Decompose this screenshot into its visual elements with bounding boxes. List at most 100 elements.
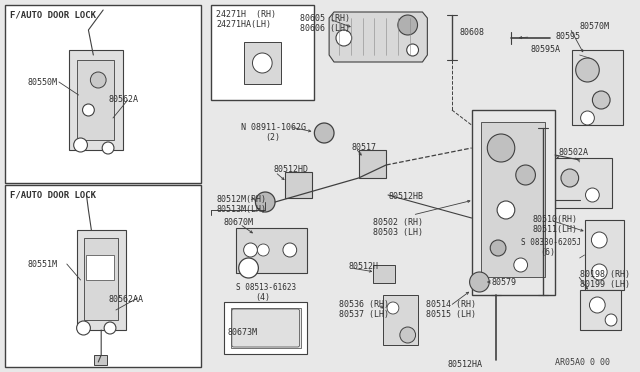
Circle shape: [398, 15, 417, 35]
Text: (2): (2): [265, 133, 280, 142]
Text: 80512H: 80512H: [349, 262, 379, 271]
Bar: [244, 42, 281, 84]
Circle shape: [586, 188, 599, 202]
Text: 24271HA(LH): 24271HA(LH): [216, 20, 271, 29]
Text: 80510(RH): 80510(RH): [532, 215, 577, 224]
Text: 80512M(RH): 80512M(RH): [216, 195, 266, 204]
Circle shape: [561, 169, 579, 187]
Bar: [77, 230, 125, 330]
Text: 80562AA: 80562AA: [108, 295, 143, 304]
Circle shape: [591, 264, 607, 280]
Circle shape: [387, 302, 399, 314]
Bar: [236, 228, 307, 273]
Text: 80514 (RH): 80514 (RH): [426, 300, 476, 309]
Text: 80606 (LH): 80606 (LH): [300, 24, 349, 33]
Text: 80608: 80608: [460, 28, 484, 37]
Text: 80579: 80579: [492, 278, 516, 287]
Circle shape: [400, 327, 415, 343]
Text: 80595: 80595: [555, 32, 580, 41]
Circle shape: [591, 232, 607, 248]
Circle shape: [487, 134, 515, 162]
Bar: [94, 355, 107, 365]
Circle shape: [77, 321, 90, 335]
Bar: [211, 5, 314, 100]
Text: 80551M: 80551M: [28, 260, 58, 269]
Text: 80512HB: 80512HB: [388, 192, 423, 201]
Text: 80537 (LH): 80537 (LH): [339, 310, 389, 319]
Text: 80503 (LH): 80503 (LH): [373, 228, 423, 237]
Text: 80511(LH): 80511(LH): [532, 225, 577, 234]
Bar: [224, 302, 307, 354]
Text: 80570M: 80570M: [580, 22, 610, 31]
Circle shape: [407, 44, 419, 56]
FancyBboxPatch shape: [232, 309, 300, 347]
Circle shape: [514, 258, 527, 272]
Text: 80512HA: 80512HA: [447, 360, 482, 369]
Bar: [481, 122, 545, 277]
Bar: [555, 158, 612, 208]
Bar: [383, 295, 417, 345]
Text: N 08911-1062G: N 08911-1062G: [241, 123, 306, 132]
Text: 80550M: 80550M: [28, 78, 58, 87]
Text: 24271H  (RH): 24271H (RH): [216, 10, 276, 19]
Circle shape: [516, 165, 536, 185]
Circle shape: [283, 243, 297, 257]
Bar: [5, 5, 202, 183]
Circle shape: [90, 72, 106, 88]
Circle shape: [244, 243, 257, 257]
Circle shape: [605, 314, 617, 326]
Text: 80198 (RH): 80198 (RH): [580, 270, 630, 279]
Circle shape: [102, 142, 114, 154]
Text: 80562A: 80562A: [108, 95, 138, 104]
Text: 80605 (RH): 80605 (RH): [300, 14, 349, 23]
Circle shape: [253, 53, 272, 73]
Text: 80512HD: 80512HD: [273, 165, 308, 174]
Text: 80517: 80517: [352, 143, 377, 152]
Text: 80199 (LH): 80199 (LH): [580, 280, 630, 289]
Text: 80670M: 80670M: [224, 218, 254, 227]
Circle shape: [490, 240, 506, 256]
Bar: [231, 308, 301, 348]
Circle shape: [74, 138, 88, 152]
Text: 80595A: 80595A: [531, 45, 561, 54]
Text: AR05A0 0 00: AR05A0 0 00: [555, 358, 610, 367]
Circle shape: [576, 58, 599, 82]
Circle shape: [314, 123, 334, 143]
Circle shape: [580, 111, 595, 125]
Text: 80502A: 80502A: [558, 148, 588, 157]
Text: 80536 (RH): 80536 (RH): [339, 300, 389, 309]
Bar: [358, 150, 386, 178]
Text: S 08513-61623: S 08513-61623: [236, 283, 296, 292]
Text: F/AUTO DOOR LOCK: F/AUTO DOOR LOCK: [10, 190, 96, 199]
Text: 80502 (RH): 80502 (RH): [373, 218, 423, 227]
Text: S 08330-6205J: S 08330-6205J: [521, 238, 581, 247]
Text: 80515 (LH): 80515 (LH): [426, 310, 476, 319]
Circle shape: [336, 30, 352, 46]
Bar: [5, 185, 202, 367]
Text: (6): (6): [540, 248, 556, 257]
Circle shape: [83, 104, 94, 116]
Bar: [68, 50, 123, 150]
Circle shape: [255, 192, 275, 212]
Circle shape: [104, 322, 116, 334]
Bar: [285, 172, 312, 198]
Text: 80673M: 80673M: [228, 328, 258, 337]
Bar: [584, 220, 624, 290]
Circle shape: [239, 258, 259, 278]
Bar: [373, 265, 395, 283]
Bar: [472, 110, 555, 295]
Bar: [83, 238, 118, 320]
Text: 80513M(LH): 80513M(LH): [216, 205, 266, 214]
Bar: [572, 50, 623, 125]
Bar: [77, 60, 114, 140]
Bar: [580, 290, 621, 330]
Bar: [86, 255, 114, 280]
Circle shape: [593, 91, 610, 109]
Text: F/AUTO DOOR LOCK: F/AUTO DOOR LOCK: [10, 10, 96, 19]
Text: (4): (4): [255, 293, 271, 302]
Circle shape: [497, 201, 515, 219]
Polygon shape: [329, 12, 428, 62]
Circle shape: [257, 244, 269, 256]
Circle shape: [589, 297, 605, 313]
Circle shape: [470, 272, 489, 292]
